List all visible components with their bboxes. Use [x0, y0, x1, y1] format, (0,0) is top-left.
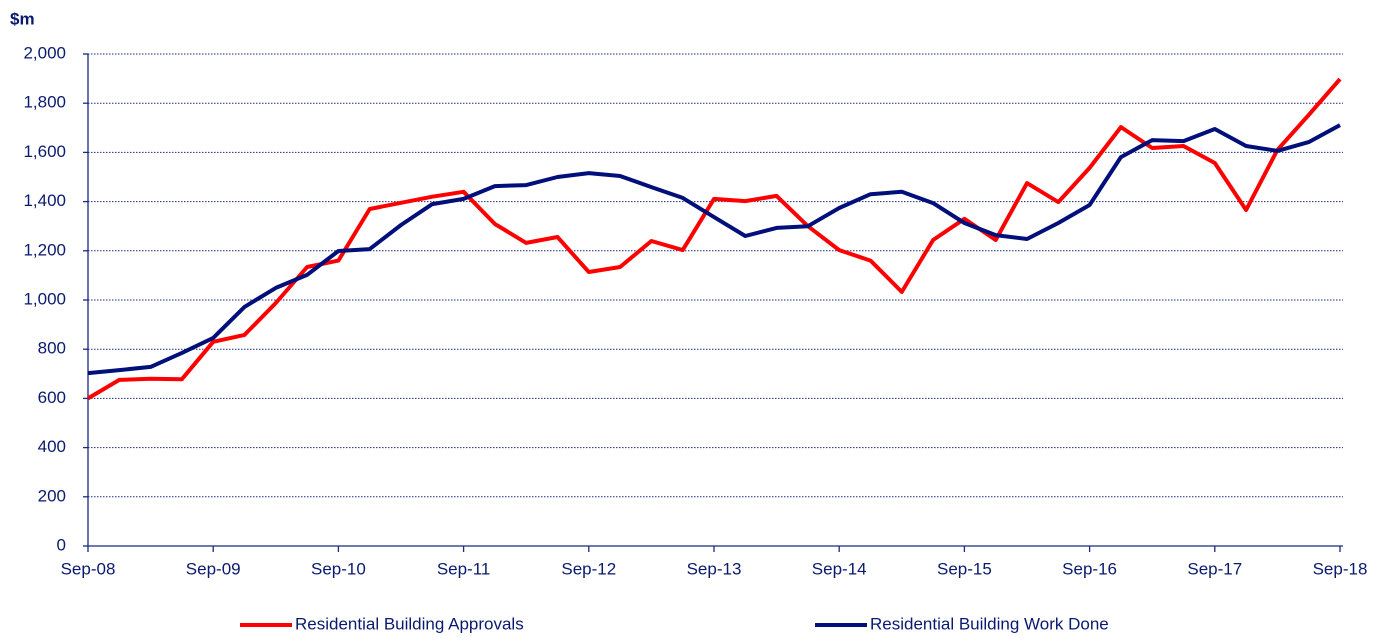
y-tick-label: 600: [38, 388, 66, 407]
x-tick-label: Sep-08: [61, 559, 116, 578]
y-tick-label: 1,000: [23, 289, 66, 308]
y-tick-label: 200: [38, 486, 66, 505]
x-tick-label: Sep-17: [1187, 559, 1242, 578]
legend-label: Residential Building Work Done: [870, 614, 1109, 633]
y-tick-label: 1,200: [23, 240, 66, 259]
y-tick-label: 1,400: [23, 191, 66, 210]
y-tick-label: 1,800: [23, 93, 66, 112]
x-tick-label: Sep-15: [937, 559, 992, 578]
x-tick-label: Sep-14: [812, 559, 867, 578]
x-tick-label: Sep-18: [1313, 559, 1368, 578]
x-tick-label: Sep-10: [311, 559, 366, 578]
y-tick-label: 800: [38, 339, 66, 358]
y-tick-label: 2,000: [23, 43, 66, 62]
y-tick-label: 400: [38, 437, 66, 456]
y-tick-label: 1,600: [23, 142, 66, 161]
x-tick-label: Sep-16: [1062, 559, 1117, 578]
data-line: [86, 77, 1342, 401]
x-tick-label: Sep-09: [186, 559, 241, 578]
y-tick-label: 0: [57, 535, 66, 554]
legend-label: Residential Building Approvals: [295, 614, 524, 633]
x-tick-label: Sep-13: [687, 559, 742, 578]
data-line: [87, 123, 1341, 376]
x-tick-label: Sep-12: [561, 559, 616, 578]
y-axis-label: $m: [10, 9, 35, 28]
x-tick-label: Sep-11: [437, 559, 491, 578]
